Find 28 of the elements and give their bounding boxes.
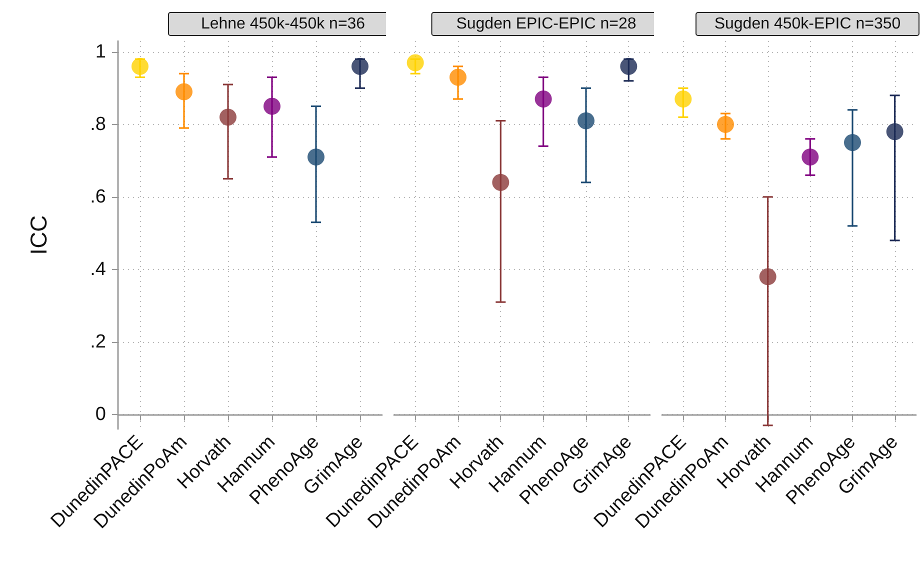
point — [176, 83, 192, 100]
chart-title: Sugden 450k-EPIC n=350 — [714, 16, 901, 32]
point — [308, 148, 324, 166]
point — [220, 108, 236, 126]
point — [534, 90, 552, 108]
y-tick-label: .4 — [90, 258, 106, 280]
point — [759, 268, 776, 286]
point — [802, 148, 819, 166]
point — [406, 54, 424, 72]
point — [886, 123, 904, 140]
point — [844, 134, 861, 152]
point — [352, 58, 368, 75]
y-tick-label: 1 — [95, 41, 106, 62]
point — [132, 58, 148, 75]
point — [450, 68, 466, 86]
chart-title: Sugden EPIC-EPIC n=28 — [456, 16, 636, 32]
y-tick-label: .8 — [90, 114, 106, 135]
point — [578, 112, 594, 130]
point — [620, 58, 638, 75]
point — [264, 98, 280, 115]
y-tick-label: .6 — [90, 186, 106, 208]
chart-title: Lehne 450k-450k n=36 — [200, 16, 366, 32]
y-tick-label: 0 — [95, 404, 106, 425]
y-axis-title: ICC — [26, 215, 52, 255]
point — [674, 90, 692, 108]
point — [492, 174, 510, 191]
y-tick-label: .2 — [90, 331, 106, 352]
point — [717, 116, 734, 133]
